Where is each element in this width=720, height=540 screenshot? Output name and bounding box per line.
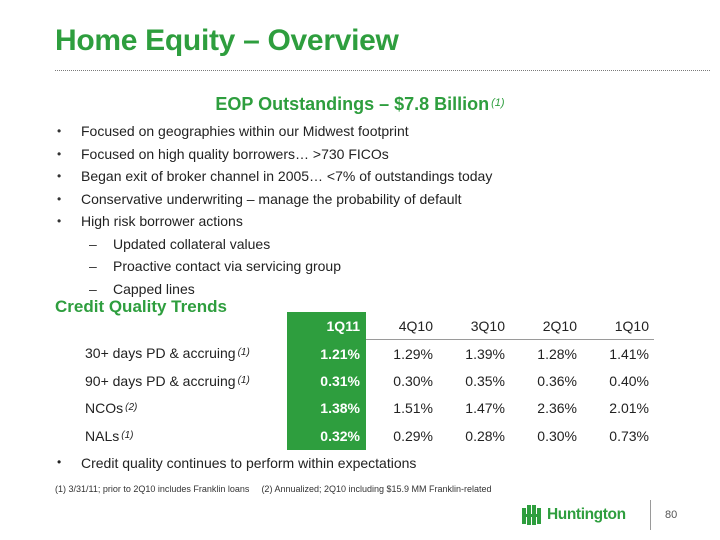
- table-cell: 0.73%: [609, 427, 649, 444]
- table-cell: 1.29%: [393, 345, 433, 362]
- row-footnote-ref: (1): [121, 429, 134, 441]
- table-cell: 0.35%: [465, 372, 505, 389]
- row-footnote-ref: (1): [237, 347, 250, 359]
- huntington-logo-icon: [522, 505, 541, 525]
- closing-bullet: Credit quality continues to perform with…: [55, 455, 416, 471]
- row-label-text: 30+ days PD & accruing: [85, 345, 236, 362]
- table-cell: 1.21%: [287, 339, 366, 367]
- outstandings-subhead: EOP Outstandings – $7.8 Billion (1): [0, 94, 720, 115]
- table-cell: 0.32%: [287, 422, 366, 450]
- table-row: 30+ days PD & accruing (1) 1.21% 1.29% 1.…: [85, 339, 654, 368]
- row-label-text: 90+ days PD & accruing: [85, 372, 236, 389]
- table-cell: 0.40%: [609, 372, 649, 389]
- table-cell: 0.31%: [287, 367, 366, 395]
- slide-title: Home Equity – Overview: [55, 24, 399, 57]
- table-cell: 2.01%: [609, 400, 649, 417]
- column-header: 1Q11: [287, 312, 366, 340]
- table-cell: 1.51%: [393, 400, 433, 417]
- column-header: 1Q10: [582, 312, 654, 340]
- table-row: NCOs (2) 1.38% 1.51% 1.47% 2.36% 2.01%: [85, 394, 654, 423]
- column-header: 4Q10: [366, 312, 438, 340]
- row-footnote-ref: (1): [237, 374, 250, 386]
- table-row: 90+ days PD & accruing (1) 0.31% 0.30% 0.…: [85, 367, 654, 395]
- huntington-logo: Huntington: [522, 503, 626, 527]
- bullet-item: High risk borrower actions: [55, 211, 492, 234]
- outstandings-subhead-text: EOP Outstandings – $7.8 Billion: [215, 94, 490, 114]
- sub-bullet-item: Updated collateral values: [55, 234, 492, 257]
- table-cell: 1.38%: [287, 394, 366, 422]
- row-label: NALs (1): [85, 422, 287, 450]
- bullet-item: Focused on geographies within our Midwes…: [55, 121, 492, 144]
- table-row: NALs (1) 0.32% 0.29% 0.28% 0.30% 0.73%: [85, 422, 654, 450]
- footnote-1: (1) 3/31/11; prior to 2Q10 includes Fran…: [55, 484, 250, 494]
- table-cell: 1.39%: [465, 345, 505, 362]
- table-cell: 1.28%: [537, 345, 577, 362]
- bullet-item: Focused on high quality borrowers… >730 …: [55, 144, 492, 167]
- bullet-item: Began exit of broker channel in 2005… <7…: [55, 166, 492, 189]
- table-cell: 1.47%: [465, 400, 505, 417]
- sub-bullet-item: Proactive contact via servicing group: [55, 256, 492, 279]
- row-label-text: NCOs: [85, 400, 124, 417]
- footnotes: (1) 3/31/11; prior to 2Q10 includes Fran…: [55, 484, 492, 494]
- credit-quality-table: 1Q11 4Q10 3Q10 2Q10 1Q10 30+ days PD & a…: [85, 312, 654, 450]
- table-corner-cell: [85, 312, 287, 340]
- row-label: 90+ days PD & accruing (1): [85, 367, 287, 395]
- credit-quality-heading: Credit Quality Trends: [55, 297, 227, 316]
- sub-bullet-item: Capped lines: [55, 279, 492, 302]
- outstandings-footnote-ref: (1): [491, 97, 505, 109]
- title-divider: [55, 70, 710, 71]
- page-number: 80: [665, 509, 678, 521]
- table-cell: 2.36%: [537, 400, 577, 417]
- column-header: 2Q10: [510, 312, 582, 340]
- row-label: 30+ days PD & accruing (1): [85, 340, 287, 368]
- footer-divider: [650, 500, 651, 530]
- table-cell: 0.30%: [393, 372, 433, 389]
- table-cell: 0.30%: [537, 427, 577, 444]
- logo-wordmark: Huntington: [547, 506, 626, 523]
- row-label: NCOs (2): [85, 395, 287, 423]
- row-label-text: NALs: [85, 427, 120, 444]
- column-header: 3Q10: [438, 312, 510, 340]
- table-cell: 0.36%: [537, 372, 577, 389]
- overview-bullet-list: Focused on geographies within our Midwes…: [55, 121, 492, 301]
- table-cell: 0.28%: [465, 427, 505, 444]
- bullet-item: Conservative underwriting – manage the p…: [55, 189, 492, 212]
- row-footnote-ref: (2): [125, 402, 138, 414]
- footnote-2: (2) Annualized; 2Q10 including $15.9 MM …: [261, 484, 492, 494]
- table-cell: 0.29%: [393, 427, 433, 444]
- table-header-row: 1Q11 4Q10 3Q10 2Q10 1Q10: [85, 312, 654, 340]
- table-cell: 1.41%: [609, 345, 649, 362]
